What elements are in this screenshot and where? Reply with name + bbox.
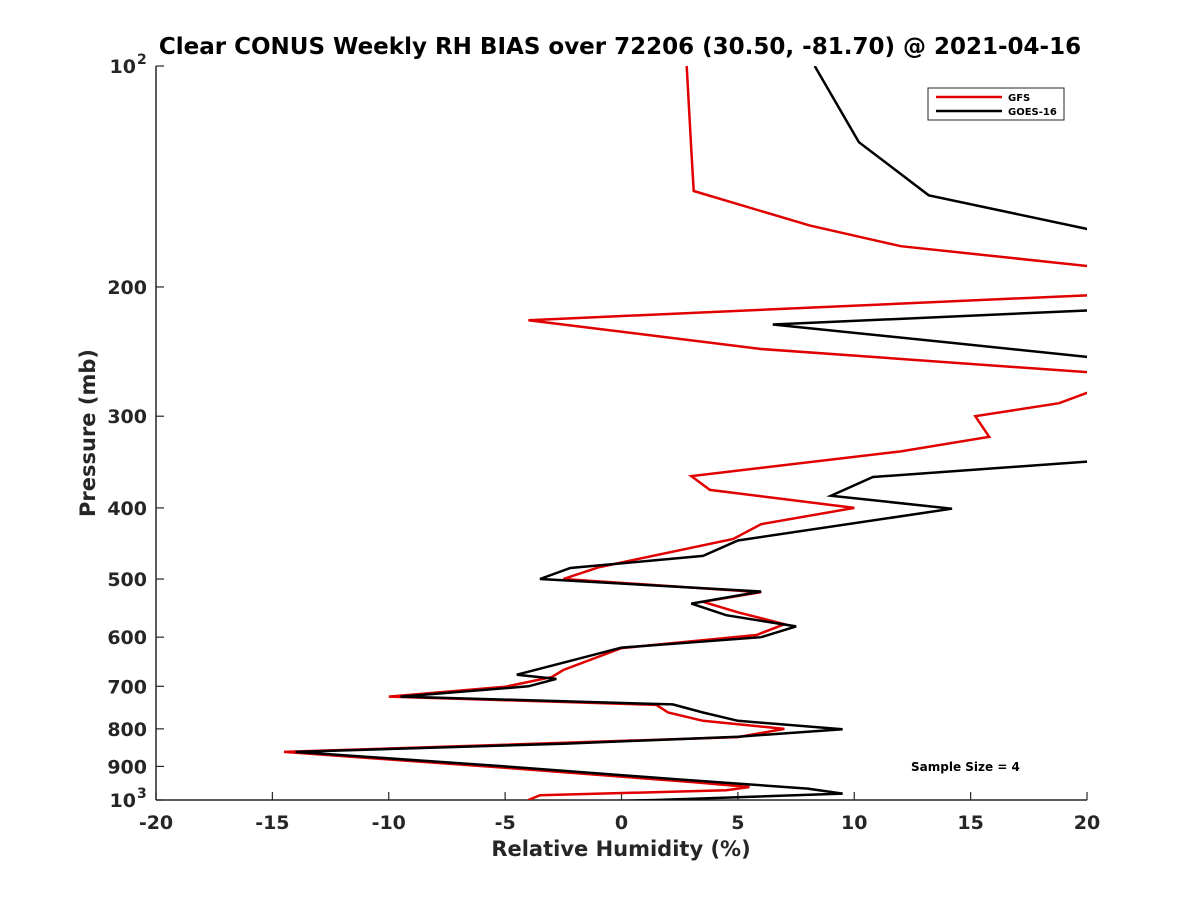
x-tick-label: 5: [731, 812, 744, 834]
x-tick-label: -10: [372, 812, 406, 834]
y-tick-label: 200: [107, 277, 147, 299]
x-tick-label: 10: [841, 812, 867, 834]
legend-label: GFS: [1008, 93, 1030, 104]
x-tick-label: 0: [615, 812, 628, 834]
x-axis-title: Relative Humidity (%): [491, 837, 750, 861]
y-tick-label: 500: [107, 569, 147, 591]
series-line-gfs: [283, 66, 1087, 800]
y-axis-title: Pressure (mb): [76, 349, 100, 517]
axes: [155, 66, 1087, 801]
y-tick-label: 900: [107, 756, 147, 778]
y-tick-label: 600: [107, 627, 147, 649]
y-tick-label: 700: [107, 676, 147, 698]
y-tick-label: 300: [107, 406, 147, 428]
legend-box: [927, 87, 1065, 121]
x-tick-label: -5: [495, 812, 516, 834]
x-axis-ticks: -20 -15 -10 -5 0 5 10 15 20: [139, 792, 1100, 834]
x-tick-label: -15: [255, 812, 289, 834]
legend: GFS GOES-16: [927, 87, 1065, 121]
x-tick-label: 20: [1074, 812, 1100, 834]
legend-label: GOES-16: [1008, 107, 1057, 118]
y-tick-label: 10: [110, 790, 136, 812]
y-tick-label: 10: [110, 56, 136, 78]
y-tick-label: 800: [107, 719, 147, 741]
sample-size-annotation: Sample Size = 4: [911, 760, 1020, 774]
y-tick-exponent: 3: [137, 786, 147, 802]
y-tick-exponent: 2: [137, 52, 147, 68]
y-tick-label: 400: [107, 498, 147, 520]
series-lines: [283, 66, 1087, 800]
chart-title: Clear CONUS Weekly RH BIAS over 72206 (3…: [159, 34, 1081, 60]
series-line-goes-16: [295, 66, 1087, 800]
x-tick-label: 15: [957, 812, 983, 834]
x-tick-label: -20: [139, 812, 173, 834]
